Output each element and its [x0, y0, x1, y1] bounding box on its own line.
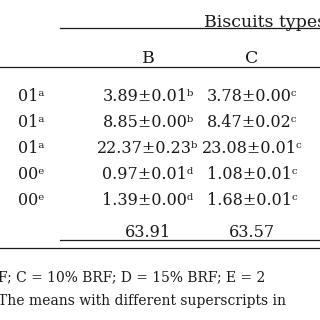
Text: 1.68±0.01ᶜ: 1.68±0.01ᶜ: [207, 192, 297, 209]
Text: 01ᵃ: 01ᵃ: [18, 114, 44, 131]
Text: 3.78±0.00ᶜ: 3.78±0.00ᶜ: [207, 88, 297, 105]
Text: 00ᵉ: 00ᵉ: [18, 192, 44, 209]
Text: 0.97±0.01ᵈ: 0.97±0.01ᵈ: [102, 166, 194, 183]
Text: F; C = 10% BRF; D = 15% BRF; E = 2: F; C = 10% BRF; D = 15% BRF; E = 2: [0, 270, 265, 284]
Text: 1.39±0.00ᵈ: 1.39±0.00ᵈ: [102, 192, 194, 209]
Text: B: B: [142, 50, 154, 67]
Text: 23.08±0.01ᶜ: 23.08±0.01ᶜ: [202, 140, 302, 157]
Text: The means with different superscripts in: The means with different superscripts in: [0, 294, 286, 308]
Text: C: C: [245, 50, 259, 67]
Text: 63.91: 63.91: [125, 224, 171, 241]
Text: 1.08±0.01ᶜ: 1.08±0.01ᶜ: [207, 166, 297, 183]
Text: 01ᵃ: 01ᵃ: [18, 140, 44, 157]
Text: 01ᵃ: 01ᵃ: [18, 88, 44, 105]
Text: 00ᵉ: 00ᵉ: [18, 166, 44, 183]
Text: 8.47±0.02ᶜ: 8.47±0.02ᶜ: [207, 114, 297, 131]
Text: 8.85±0.00ᵇ: 8.85±0.00ᵇ: [102, 114, 194, 131]
Text: 3.89±0.01ᵇ: 3.89±0.01ᵇ: [102, 88, 194, 105]
Text: 63.57: 63.57: [229, 224, 275, 241]
Text: Biscuits types: Biscuits types: [204, 14, 320, 31]
Text: 22.37±0.23ᵇ: 22.37±0.23ᵇ: [97, 140, 199, 157]
